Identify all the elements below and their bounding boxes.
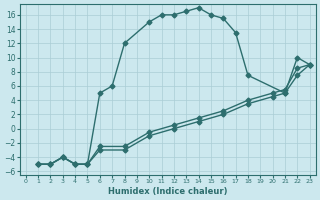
X-axis label: Humidex (Indice chaleur): Humidex (Indice chaleur): [108, 187, 228, 196]
